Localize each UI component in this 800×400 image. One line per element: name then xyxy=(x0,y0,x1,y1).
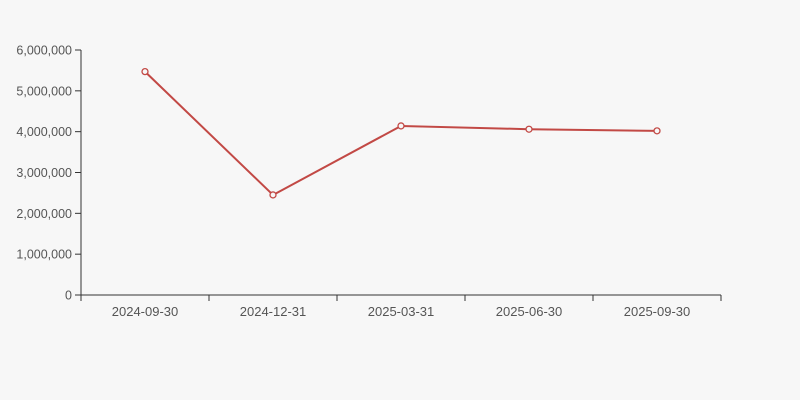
x-axis-tick-label: 2025-03-31 xyxy=(368,304,435,319)
y-axis-tick-label: 2,000,000 xyxy=(16,207,72,221)
data-point-marker[interactable] xyxy=(653,127,661,135)
data-point-marker[interactable] xyxy=(525,125,533,133)
x-axis-tick-label: 2025-09-30 xyxy=(624,304,691,319)
y-axis-tick-label: 0 xyxy=(65,289,72,303)
data-point-marker[interactable] xyxy=(141,67,149,76)
y-axis-tick-label: 5,000,000 xyxy=(16,84,72,98)
y-axis-tick-label: 1,000,000 xyxy=(16,248,72,262)
y-axis-tick-label: 3,000,000 xyxy=(16,166,72,180)
x-axis-tick-label: 2024-09-30 xyxy=(112,304,179,319)
y-axis-tick-label: 6,000,000 xyxy=(16,44,72,58)
x-axis-tick-label: 2024-12-31 xyxy=(240,304,307,319)
x-axis-tick-label: 2025-06-30 xyxy=(496,304,563,319)
y-axis-tick-label: 4,000,000 xyxy=(16,125,72,139)
data-point-marker[interactable] xyxy=(269,191,277,199)
data-point-marker[interactable] xyxy=(397,122,405,130)
